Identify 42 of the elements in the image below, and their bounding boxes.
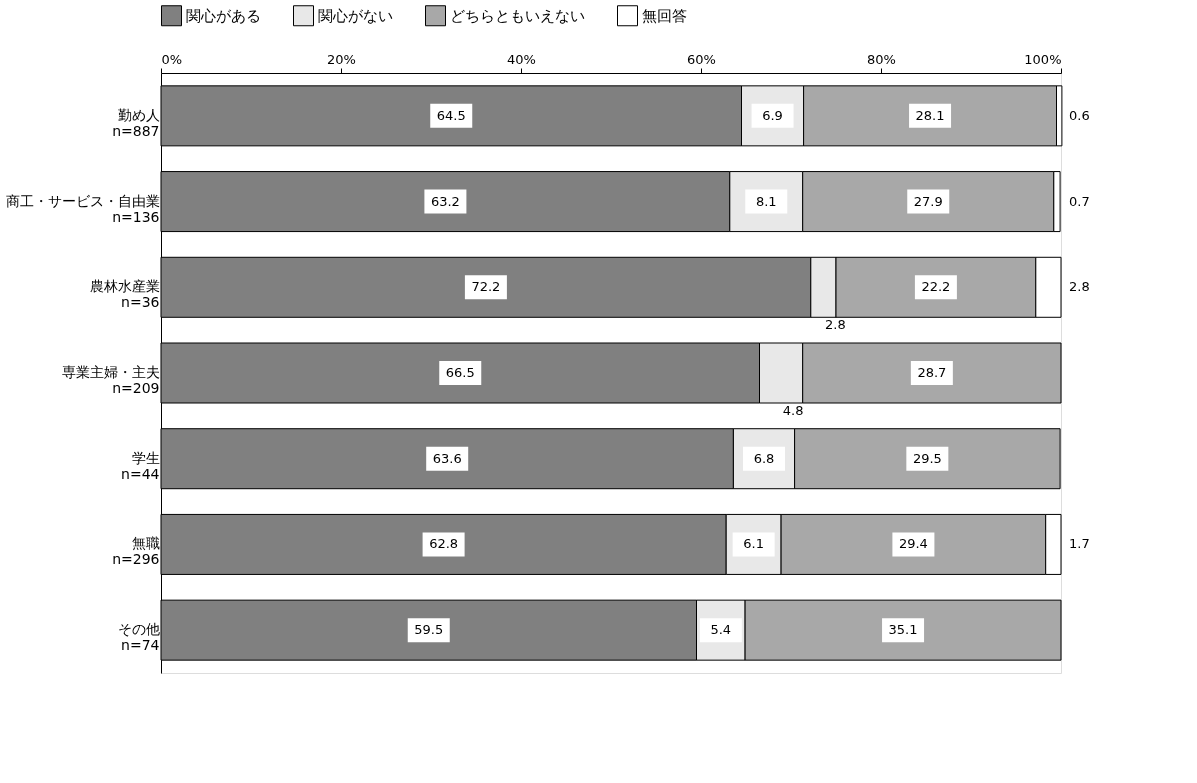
- data-label: 27.9: [913, 193, 943, 209]
- data-label: 22.2: [921, 279, 951, 295]
- data-label: 62.8: [429, 536, 459, 552]
- y-tick-label: その他 n=74: [117, 621, 160, 654]
- x-tick-label: 80%: [867, 51, 896, 67]
- data-label: 35.1: [888, 622, 918, 638]
- data-label: 72.2: [471, 279, 501, 295]
- y-tick-label: 農林水産業 n=36: [89, 278, 160, 311]
- legend-label: 無回答: [642, 6, 687, 25]
- y-tick-label: 商工・サービス・自由業 n=136: [5, 192, 160, 225]
- legend-label: 関心がある: [186, 6, 261, 25]
- data-label: 6.8: [753, 450, 775, 466]
- data-label: 63.2: [430, 193, 460, 209]
- data-label: 6.9: [762, 107, 783, 123]
- data-label: 5.4: [710, 622, 732, 638]
- data-label: 64.5: [436, 107, 466, 123]
- x-tick-label: 0%: [161, 51, 183, 67]
- data-label: 2.8: [1069, 279, 1090, 295]
- data-label: 0.7: [1069, 193, 1090, 209]
- data-label: 28.7: [917, 365, 947, 380]
- legend-label: 関心がない: [318, 6, 393, 25]
- data-label: 28.1: [915, 107, 945, 123]
- x-tick-label: 20%: [327, 51, 356, 67]
- x-tick-label: 100%: [1024, 51, 1062, 67]
- x-tick-label: 60%: [687, 51, 716, 67]
- y-tick-label: 専業主婦・主夫 n=209: [61, 364, 160, 396]
- y-tick-label: 無職 n=296: [112, 535, 160, 568]
- data-label: 29.5: [912, 450, 942, 466]
- data-label: 2.8: [825, 317, 846, 333]
- y-tick-label: 学生 n=44: [121, 449, 160, 482]
- legend-label: どちらともいえない: [450, 6, 585, 25]
- data-label: 1.7: [1069, 536, 1090, 552]
- data-label: 59.5: [414, 622, 444, 638]
- data-label: 29.4: [898, 536, 928, 552]
- data-label: 63.6: [432, 450, 462, 466]
- data-label: 66.5: [445, 365, 475, 380]
- y-tick-label: 勤め人 n=887: [112, 106, 160, 139]
- data-label: 6.1: [743, 536, 764, 552]
- data-label: 4.8: [782, 403, 804, 418]
- x-tick-label: 40%: [507, 51, 536, 67]
- data-label: 8.1: [755, 193, 777, 209]
- data-label: 0.6: [1069, 107, 1090, 123]
